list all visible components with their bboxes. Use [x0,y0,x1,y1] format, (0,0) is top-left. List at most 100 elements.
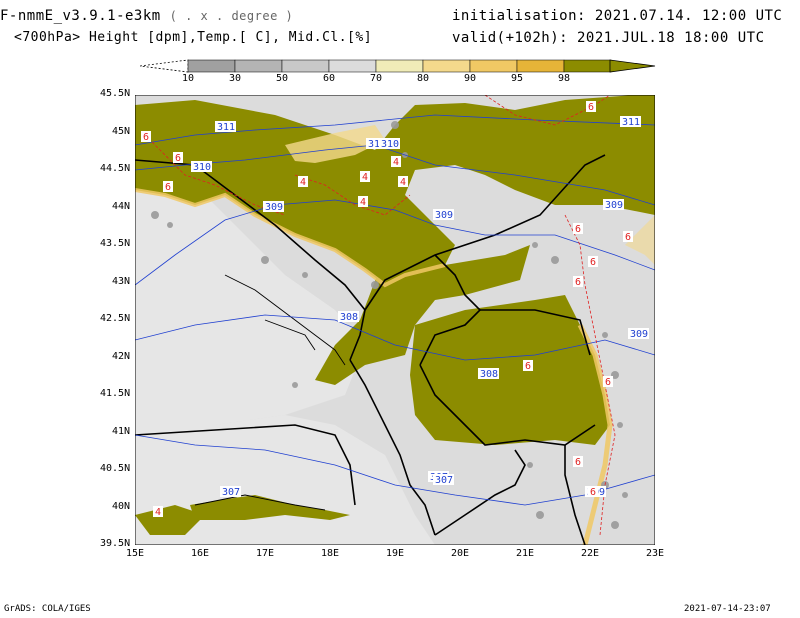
temp-label-bg [573,276,583,287]
lat-tick-label: 43N [111,275,130,287]
lat-tick-label: 44N [111,200,130,212]
lat-tick-label: 42N [111,350,130,362]
fields-title: <700hPa> Height [dpm],Temp.[ C], Mid.Cl.… [14,30,373,45]
temp-label-bg [588,486,598,497]
temp-contour-label: 4 [393,157,399,168]
height-label-bg [263,201,284,212]
cloud-fringe-ne [625,215,655,265]
temp-contour-label: 6 [575,277,581,288]
colorbar-label: 10 [181,73,195,84]
colorbar-box [375,59,424,73]
height-contour-label: 310 [381,139,399,150]
lon-tick-label: 18E [320,548,340,559]
colorbar-box [469,59,518,73]
colorbar-label: 98 [557,73,571,84]
cloud-fringe-east [577,323,613,545]
height-contour-label: 309 [435,210,453,221]
temp-label-bg [586,101,596,112]
height-label-bg [366,138,387,149]
temp-label-bg [358,196,368,207]
height-label-bg [191,161,212,172]
height-contour-label: 308 [340,312,358,323]
colorbar-box [422,59,471,73]
colorbar-label: 70 [369,73,383,84]
lat-tick-label: 39.5N [100,538,131,549]
cloud-area-sw [135,505,205,535]
colorbar-box [328,59,377,73]
temp-contour-label: 6 [575,457,581,468]
cloud-speckle [151,121,628,529]
lat-tick-label: 40.5N [100,463,131,474]
cloud-area-central [315,245,530,385]
lat-tick-label: 44.5N [100,163,131,174]
temp-label-bg [573,223,583,234]
height-label-bg [379,138,400,149]
adriatic-sea [135,155,365,430]
height-contour-label: 310 [193,162,211,173]
init-time: initialisation: 2021.07.14. 12:00 UTC [452,8,783,24]
temp-contour-label: 6 [625,232,631,243]
footer-left: GrADS: COLA/IGES [4,604,91,614]
height-label-bg [603,199,624,210]
temp-contour-label: 4 [360,197,366,208]
temp-contour-label: 6 [525,361,531,372]
height-contour-label: 308 [480,369,498,380]
height-label-bg [215,121,236,132]
lat-tick-label: 41.5N [100,388,131,399]
cloud-area-north [135,95,655,285]
cloud-area-south [190,495,350,520]
temp-label-bg [141,131,151,142]
footer-right: 2021-07-14-23:07 [684,604,771,614]
temp-contour-label: 6 [165,182,171,193]
height-label-bg [338,311,359,322]
colorbar-label: 30 [228,73,242,84]
temp-label-bg [153,506,163,517]
lon-tick-label: 17E [255,548,275,559]
lat-tick-label: 43.5N [100,238,131,249]
lon-tick-label: 23E [645,548,665,559]
height-label-bg [433,209,454,220]
colorbar-label: 50 [275,73,289,84]
colorbar [140,59,656,73]
borders [135,154,606,545]
height-label-bg [478,368,499,379]
height-label-bg [628,328,649,339]
colorbar-box [187,59,236,73]
temp-contour-label: 4 [300,177,306,188]
colorbar-label: 90 [463,73,477,84]
temp-contour-label: 6 [590,487,596,498]
temp-contour-label: 6 [575,224,581,235]
temp-label-bg [173,152,183,163]
height-label-bg [220,486,241,497]
lon-tick-label: 21E [515,548,535,559]
height-contour-label: 307 [222,487,240,498]
unit-note: ( . x . degree ) [169,9,294,23]
temp-contour-label: 4 [362,172,368,183]
model-title: F-nmmE_v3.9.1-e3km ( . x . degree ) [0,8,293,24]
height-contour-label: 309 [630,329,648,340]
cloud-fringe-north [135,188,446,288]
lat-tick-label: 41N [111,425,130,437]
cloud-fringe-nw [285,125,385,163]
lon-tick-label: 15E [125,548,145,559]
temp-contour-label: 4 [400,177,406,188]
colorbar-label: 95 [510,73,524,84]
temp-label-bg [360,171,370,182]
lon-tick-label: 20E [450,548,470,559]
temp-contour-label: 6 [175,153,181,164]
colorbar-label: 80 [416,73,430,84]
temp-contour-label: 6 [605,377,611,388]
height-contour-label: 307 [435,475,453,486]
temp-label-bg [588,256,598,267]
height-contour-label: 311 [622,117,640,128]
height-contour-label: 310 [368,139,386,150]
temp-contour-label: 4 [155,507,161,518]
height-contour-label: 311 [217,122,235,133]
colorbar-box [516,59,565,73]
coastline [194,274,346,511]
colorbar-under-triangle [140,59,189,73]
cloud-area-east [410,295,610,445]
map-panel: 3113103103103093093093083083073073073093… [135,95,655,545]
colorbar-box [563,59,612,73]
colorbar-over-triangle [609,59,656,73]
